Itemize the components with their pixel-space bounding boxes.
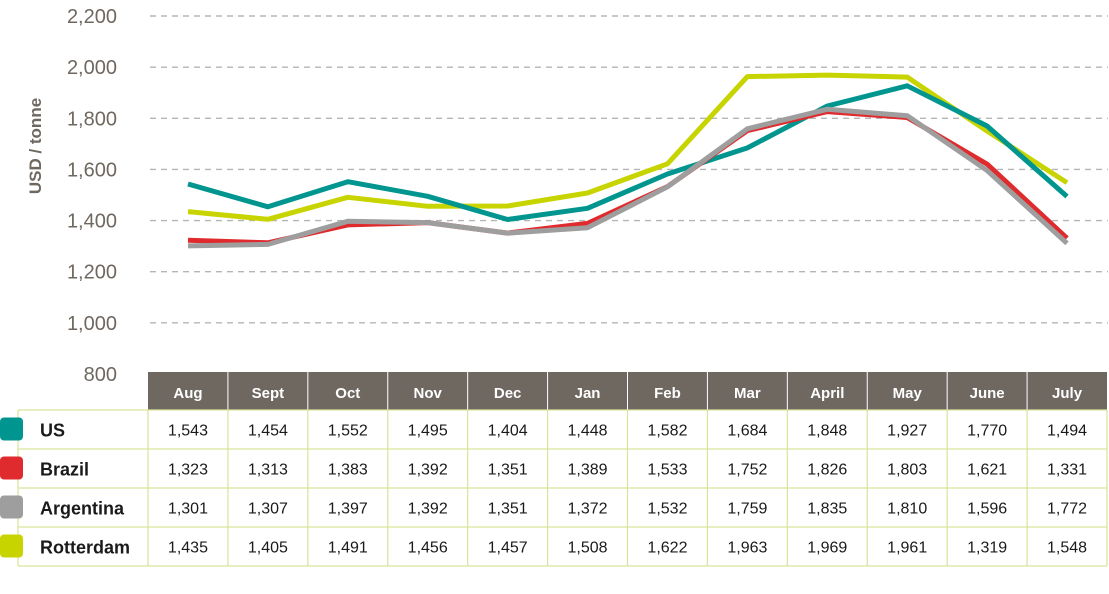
table-cell-value: 1,969: [807, 540, 847, 557]
table-cell-value: 1,404: [488, 423, 528, 440]
table-cell-value: 1,405: [248, 540, 288, 557]
table-cell-value: 1,684: [727, 423, 767, 440]
table-cell-value: 1,448: [568, 423, 608, 440]
y-tick-label: 800: [84, 364, 117, 386]
series-line-rotterdam: [187, 72, 1069, 222]
x-category-label: Nov: [414, 385, 443, 402]
x-category-label: Feb: [654, 385, 681, 402]
table-cell-value: 1,622: [647, 540, 687, 557]
table-cell-value: 1,848: [807, 423, 847, 440]
table-cell-value: 1,826: [807, 462, 847, 479]
y-tick-label: 1,600: [67, 159, 117, 181]
series-name-label: US: [40, 421, 65, 441]
y-tick-label: 2,000: [67, 57, 117, 79]
y-tick-label: 1,400: [67, 211, 117, 233]
table-cell-value: 1,392: [408, 501, 448, 518]
table-cell-value: 1,963: [727, 540, 767, 557]
table-cell-value: 1,392: [408, 462, 448, 479]
table-cell-value: 1,927: [887, 423, 927, 440]
series-name-label: Rotterdam: [40, 538, 130, 558]
table-cell-value: 1,351: [488, 462, 528, 479]
table-cell-value: 1,543: [168, 423, 208, 440]
table-cell-value: 1,495: [408, 423, 448, 440]
legend-swatch-argentina: [0, 495, 23, 519]
x-category-label: June: [970, 385, 1005, 402]
series-line-us: [187, 83, 1069, 222]
table-cell-value: 1,552: [328, 423, 368, 440]
x-category-label: July: [1052, 385, 1083, 402]
series-name-label: Brazil: [40, 460, 89, 480]
y-axis-label: USD / tonne: [26, 98, 45, 194]
table-cell-value: 1,533: [647, 462, 687, 479]
table-cell-value: 1,351: [488, 501, 528, 518]
legend-swatch-rotterdam: [0, 534, 23, 558]
series-line-argentina: [187, 106, 1069, 249]
table-cell-value: 1,532: [647, 501, 687, 518]
table-cell-value: 1,772: [1047, 501, 1087, 518]
table-cell-value: 1,835: [807, 501, 847, 518]
legend-swatch-us: [0, 417, 23, 441]
x-category-label: Aug: [173, 385, 202, 402]
table-cell-value: 1,307: [248, 501, 288, 518]
table-cell-value: 1,389: [568, 462, 608, 479]
y-tick-label: 1,800: [67, 108, 117, 130]
table-cell-value: 1,621: [967, 462, 1007, 479]
table-cell-value: 1,457: [488, 540, 528, 557]
table-cell-value: 1,582: [647, 423, 687, 440]
table-cell-value: 1,770: [967, 423, 1007, 440]
table-cell-value: 1,759: [727, 501, 767, 518]
y-tick-label: 2,200: [67, 6, 117, 28]
table-cell-value: 1,435: [168, 540, 208, 557]
x-category-label: Mar: [734, 385, 761, 402]
table-cell-value: 1,331: [1047, 462, 1087, 479]
table-cell-value: 1,397: [328, 501, 368, 518]
x-category-label: April: [810, 385, 844, 402]
table-cell-value: 1,596: [967, 501, 1007, 518]
table-cell-value: 1,961: [887, 540, 927, 557]
table-cell-value: 1,508: [568, 540, 608, 557]
table-cell-value: 1,494: [1047, 423, 1087, 440]
x-category-label: May: [893, 385, 923, 402]
x-category-label: Jan: [575, 385, 601, 402]
y-tick-label: 1,200: [67, 262, 117, 284]
table-cell-value: 1,548: [1047, 540, 1087, 557]
table-cell-value: 1,372: [568, 501, 608, 518]
table-cell-value: 1,803: [887, 462, 927, 479]
table-cell-value: 1,456: [408, 540, 448, 557]
series-name-label: Argentina: [40, 499, 125, 519]
table-cell-value: 1,313: [248, 462, 288, 479]
legend-swatch-brazil: [0, 456, 23, 480]
x-category-label: Dec: [494, 385, 522, 402]
x-category-label: Oct: [335, 385, 360, 402]
table-cell-value: 1,810: [887, 501, 927, 518]
x-category-label: Sept: [252, 385, 285, 402]
table-cell-value: 1,383: [328, 462, 368, 479]
table-cell-value: 1,454: [248, 423, 288, 440]
table-cell-value: 1,319: [967, 540, 1007, 557]
table-cell-value: 1,491: [328, 540, 368, 557]
table-cell-value: 1,752: [727, 462, 767, 479]
y-tick-label: 1,000: [67, 313, 117, 335]
table-cell-value: 1,323: [168, 462, 208, 479]
table-cell-value: 1,301: [168, 501, 208, 518]
